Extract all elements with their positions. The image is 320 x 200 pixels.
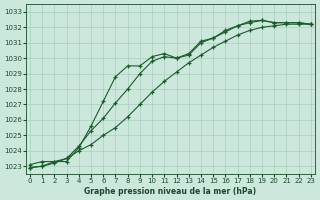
X-axis label: Graphe pression niveau de la mer (hPa): Graphe pression niveau de la mer (hPa) <box>84 187 257 196</box>
